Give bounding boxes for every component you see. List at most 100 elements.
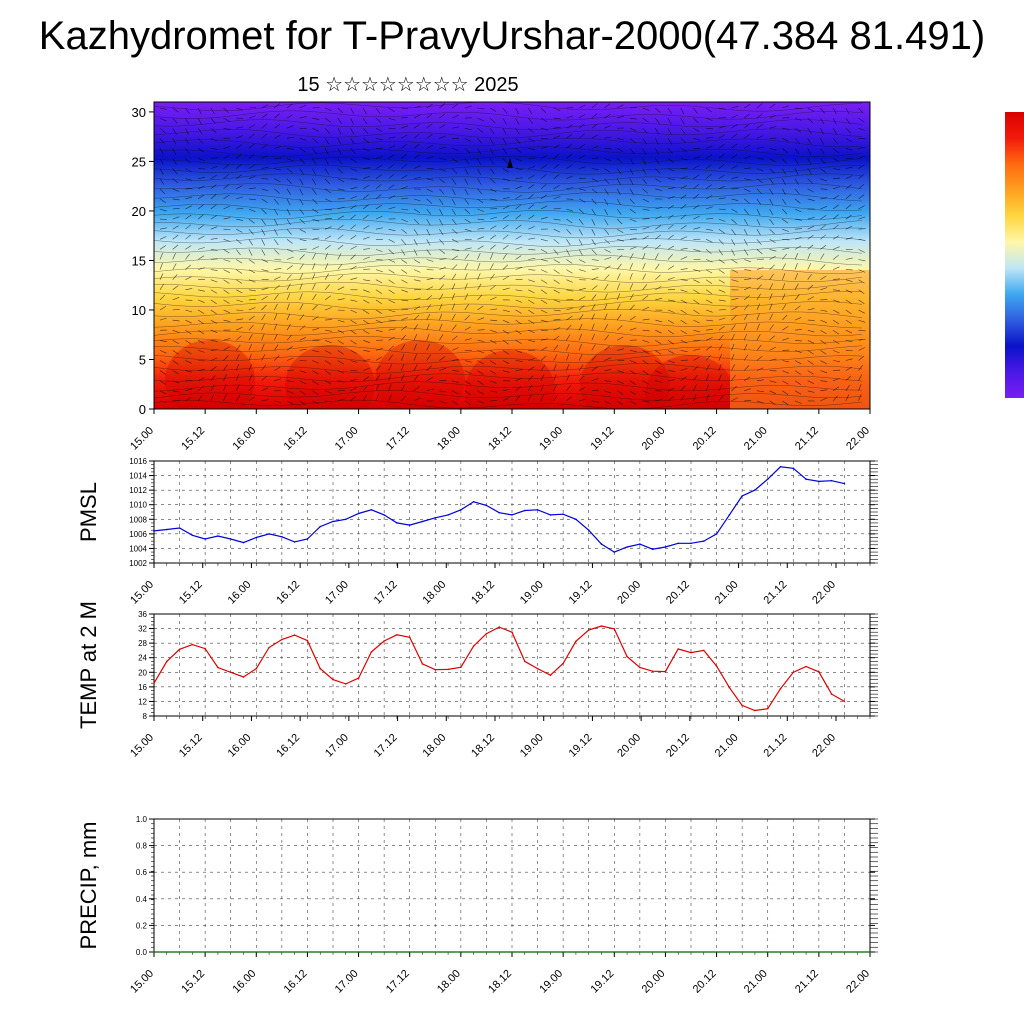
data-point: [485, 632, 488, 635]
data-point: [229, 538, 232, 540]
data-point: [690, 542, 692, 545]
xtick-label: 17.12: [372, 732, 400, 760]
cool-region: [730, 270, 870, 409]
data-point: [268, 646, 270, 649]
data-point: [217, 535, 219, 537]
ytick-label: 0.0: [136, 948, 148, 957]
xtick-label: 19.00: [537, 968, 565, 996]
data-point: [191, 643, 194, 646]
data-point: [345, 518, 347, 521]
data-point: [166, 660, 168, 663]
data-point: [562, 662, 564, 665]
data-point: [229, 671, 232, 674]
ytick-label: 16: [138, 683, 147, 692]
data-point: [792, 671, 795, 674]
data-point: [639, 543, 641, 545]
data-point: [741, 704, 743, 707]
data-point: [293, 634, 296, 636]
heatmap-ytick-label: 20: [132, 204, 146, 219]
data-point: [370, 651, 373, 653]
data-point: [434, 517, 437, 519]
series-line: [153, 625, 845, 712]
data-point: [600, 625, 603, 627]
ytick-label: 1010: [129, 501, 147, 510]
data-point: [575, 640, 577, 643]
data-point: [153, 951, 155, 953]
data-point: [421, 520, 424, 523]
heatmap-xtick-label: 15.00: [128, 425, 156, 453]
data-point: [818, 671, 820, 673]
heatmap-xtick-label: 18.00: [435, 425, 463, 453]
xtick-label: 21.00: [742, 968, 770, 996]
precip-panel: 0.0 0.2 0.4 0.6 0.8 1.0 15.00 15.12 16.00 16.12 17…: [76, 815, 878, 996]
xtick-label: 19.00: [518, 579, 546, 607]
data-point: [869, 951, 871, 953]
xtick-label: 17.12: [384, 968, 412, 996]
data-point: [664, 546, 667, 548]
ytick-label: 1008: [129, 515, 147, 524]
data-point: [319, 667, 322, 670]
xtick-label: 20.00: [640, 968, 668, 996]
xtick-label: 21.12: [793, 968, 821, 996]
xtick-label: 15.12: [177, 732, 205, 760]
data-point: [728, 514, 731, 516]
ytick-label: 1.0: [136, 815, 148, 824]
temp-panel: 8 12 16 20 24 28 32 36 15.00 15.12 16.00 16.12 17.00…: [76, 601, 878, 760]
data-point: [703, 649, 705, 652]
xtick-label: 15.12: [179, 968, 207, 996]
xtick-label: 18.00: [420, 579, 448, 607]
data-point: [447, 668, 449, 671]
ytick-label: 1004: [129, 544, 147, 553]
data-point: [396, 634, 398, 636]
ytick-label: 1016: [129, 457, 147, 466]
data-point: [754, 489, 756, 491]
data-point: [792, 467, 795, 470]
heatmap-ytick-label: 5: [139, 352, 146, 367]
data-point: [524, 660, 526, 663]
data-point: [242, 541, 245, 544]
xtick-label: 19.12: [588, 968, 616, 996]
data-point: [408, 636, 411, 639]
data-point: [511, 514, 513, 516]
data-point: [306, 639, 309, 642]
heatmap-xtick-label: 19.00: [537, 425, 565, 453]
xtick-label: 22.00: [810, 732, 838, 760]
data-point: [319, 525, 322, 528]
heatmap-xtick-label: 16.00: [230, 425, 258, 453]
data-point: [677, 542, 679, 545]
xtick-label: 15.00: [128, 968, 156, 996]
pmsl-panel: 1002 1004 1006 1008 1010 1012 1014 1016 15.00 15.…: [76, 457, 878, 607]
data-point: [728, 686, 731, 689]
chart-title: Kazhydromet for T-PravyUrshar-2000(47.38…: [38, 14, 986, 58]
heatmap-xtick-label: 16.12: [282, 425, 310, 453]
data-point: [575, 518, 577, 521]
data-point: [421, 663, 424, 665]
ytick-label: 24: [138, 654, 147, 663]
data-point: [472, 501, 475, 503]
ytick-label: 1014: [129, 472, 147, 481]
xtick-label: 16.00: [226, 732, 254, 760]
data-point: [805, 665, 807, 668]
data-point: [383, 640, 385, 642]
data-point: [703, 540, 705, 542]
xtick-label: 18.00: [420, 732, 448, 760]
data-point: [587, 629, 590, 631]
data-point: [447, 514, 449, 516]
data-point: [306, 538, 309, 540]
data-point: [498, 626, 501, 628]
data-point: [217, 666, 219, 669]
ylabel: TEMP at 2 M: [76, 601, 101, 729]
ytick-label: 36: [138, 610, 147, 619]
heatmap-xtick-label: 20.12: [691, 425, 719, 453]
data-point: [434, 668, 437, 671]
data-point: [396, 522, 398, 524]
data-point: [613, 628, 616, 630]
data-point: [651, 548, 654, 550]
data-point: [268, 533, 270, 535]
xtick-label: 15.12: [177, 579, 205, 607]
ytick-label: 28: [138, 639, 147, 648]
xtick-label: 21.12: [761, 579, 789, 607]
xtick-label: 17.00: [333, 968, 361, 996]
heatmap-ytick-label: 30: [132, 105, 146, 120]
data-point: [600, 543, 603, 545]
